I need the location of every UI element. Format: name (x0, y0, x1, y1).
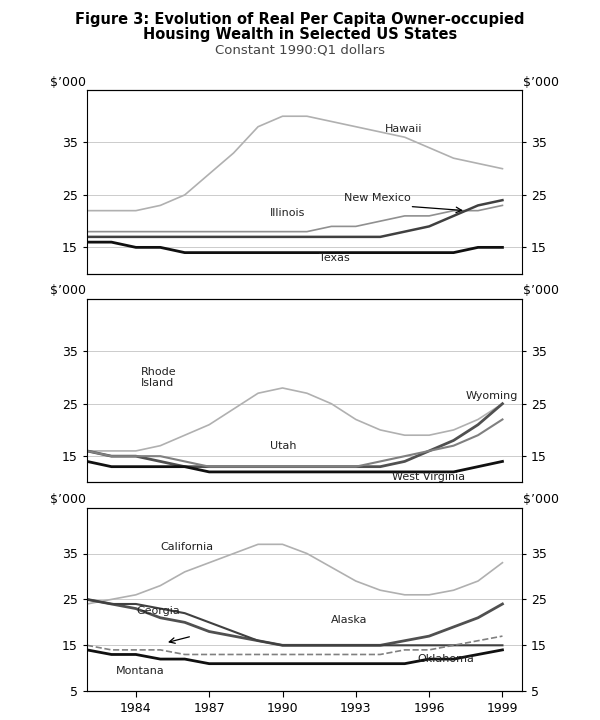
Text: Montana: Montana (116, 665, 165, 675)
Text: Housing Wealth in Selected US States: Housing Wealth in Selected US States (143, 27, 457, 42)
Text: Hawaii: Hawaii (385, 125, 422, 135)
Text: Figure 3: Evolution of Real Per Capita Owner-occupied: Figure 3: Evolution of Real Per Capita O… (75, 12, 525, 27)
Text: West Virginia: West Virginia (392, 472, 466, 482)
Text: Illinois: Illinois (270, 208, 305, 218)
Text: Utah: Utah (270, 441, 297, 451)
Text: Georgia: Georgia (136, 606, 179, 616)
Text: Rhode
Island: Rhode Island (141, 366, 176, 388)
Text: $’000: $’000 (523, 284, 559, 297)
Text: New Mexico: New Mexico (344, 192, 410, 202)
Text: $’000: $’000 (50, 76, 86, 89)
Text: Oklahoma: Oklahoma (417, 654, 474, 664)
Text: $’000: $’000 (523, 493, 559, 506)
Text: $’000: $’000 (50, 284, 86, 297)
Text: $’000: $’000 (523, 76, 559, 89)
Text: Constant 1990:Q1 dollars: Constant 1990:Q1 dollars (215, 43, 385, 56)
Text: Texas: Texas (319, 253, 350, 263)
Text: California: California (160, 541, 214, 552)
Text: Alaska: Alaska (331, 615, 368, 625)
Text: $’000: $’000 (50, 493, 86, 506)
Text: Wyoming: Wyoming (466, 391, 518, 401)
